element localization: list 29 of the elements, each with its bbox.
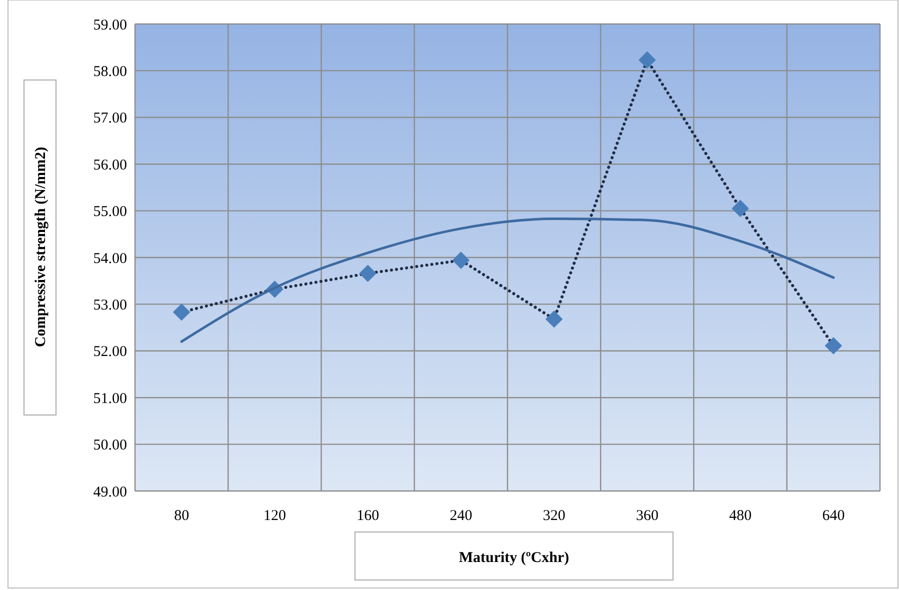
x-tick-label: 360 bbox=[636, 508, 658, 524]
point bbox=[732, 200, 749, 218]
point bbox=[638, 51, 656, 69]
x-tick-label: 160 bbox=[356, 508, 380, 524]
y-tick-label: 49.00 bbox=[93, 484, 127, 500]
y-tick-label: 50.00 bbox=[93, 438, 127, 454]
x-tick-label: 480 bbox=[729, 508, 752, 524]
x-tick-label: 120 bbox=[263, 508, 286, 524]
line-series bbox=[180, 217, 835, 343]
x-tick-label: 80 bbox=[174, 508, 190, 524]
y-tick-label: 53.00 bbox=[93, 297, 127, 314]
y-tick-label: 56.00 bbox=[93, 157, 127, 174]
point bbox=[172, 303, 190, 321]
x-tick-label: 320 bbox=[542, 508, 566, 524]
y-tick-label: 59.00 bbox=[93, 17, 127, 34]
y-tick-label: 55.00 bbox=[93, 204, 127, 220]
point bbox=[824, 337, 842, 354]
y-tick-label: 51.00 bbox=[93, 390, 127, 407]
y-tick-label: 58.00 bbox=[93, 64, 127, 80]
point bbox=[452, 252, 470, 269]
x-axis-title: Maturity (ºCxhr) bbox=[458, 550, 570, 566]
y-tick-label: 52.00 bbox=[93, 344, 127, 360]
y-tick-label: 57.00 bbox=[93, 110, 127, 127]
x-tick-label: 240 bbox=[450, 508, 472, 524]
point bbox=[545, 310, 563, 328]
point bbox=[359, 264, 376, 282]
y-tick-label: 54.00 bbox=[93, 250, 127, 267]
y-axis-title: Compressive strength (N/mm2) bbox=[33, 146, 49, 348]
x-tick-label: 640 bbox=[822, 508, 845, 524]
